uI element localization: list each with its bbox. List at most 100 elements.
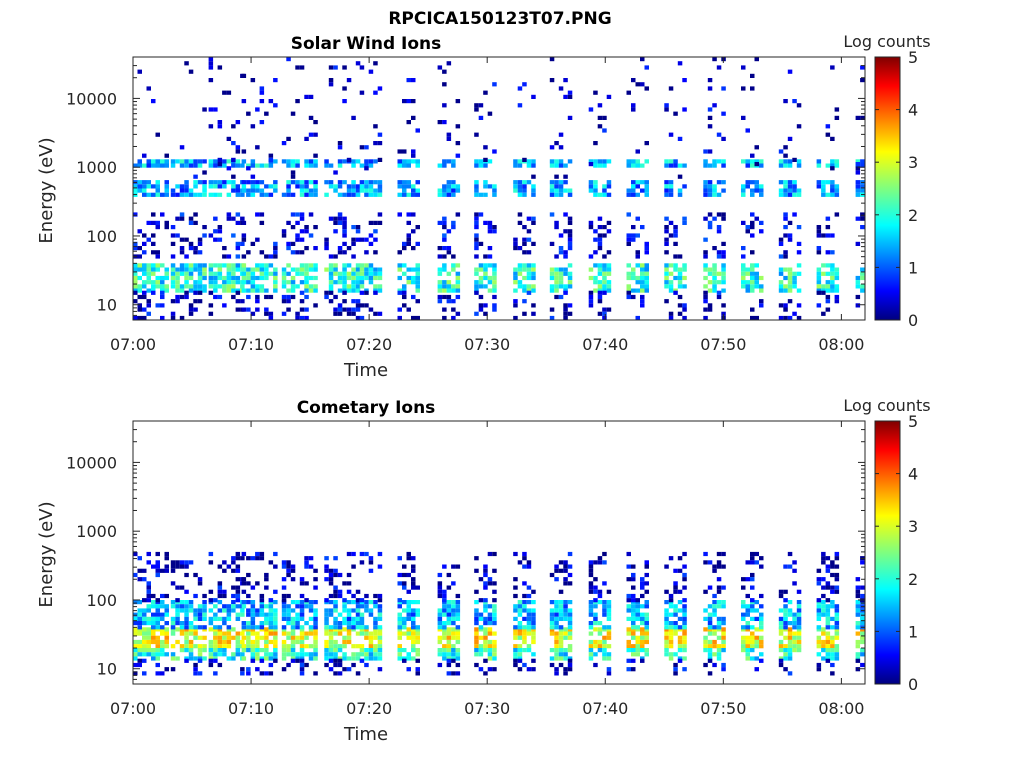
- spectrogram-cell: [364, 192, 369, 197]
- spectrogram-cell: [563, 163, 568, 168]
- spectrogram-cell: [673, 604, 678, 609]
- spectrogram-cell: [517, 263, 523, 268]
- spectrogram-cell: [213, 288, 218, 293]
- spectrogram-cell: [712, 662, 717, 668]
- spectrogram-cell: [290, 250, 296, 255]
- spectrogram-cell: [377, 635, 383, 640]
- spectrogram-cell: [825, 621, 831, 626]
- spectrogram-cell: [563, 656, 568, 661]
- spectrogram-cell: [483, 192, 488, 197]
- spectrogram-cell: [602, 311, 607, 316]
- spectrogram-cell: [549, 188, 555, 193]
- spectrogram-cell: [299, 662, 305, 668]
- spectrogram-cell: [526, 237, 532, 242]
- spectrogram-cell: [324, 577, 329, 582]
- spectrogram-cell: [313, 644, 318, 649]
- spectrogram-cell: [825, 598, 831, 603]
- spectrogram-cell: [337, 141, 343, 146]
- spectrogram-cell: [170, 560, 176, 565]
- spectrogram-cell: [474, 241, 479, 246]
- spectrogram-cell: [741, 65, 746, 70]
- spectrogram-cell: [151, 564, 156, 569]
- spectrogram-cell: [415, 188, 420, 193]
- spectrogram-cell: [346, 551, 352, 557]
- spectrogram-cell: [783, 564, 788, 569]
- spectrogram-cell: [155, 263, 160, 268]
- spectrogram-cell: [133, 639, 138, 645]
- spectrogram-cell: [778, 625, 784, 630]
- spectrogram-cell: [567, 229, 573, 234]
- spectrogram-cell: [635, 635, 640, 640]
- spectrogram-cell: [250, 612, 256, 617]
- spectrogram-cell: [402, 188, 407, 193]
- spectrogram-cell: [226, 625, 232, 630]
- spectrogram-cell: [364, 631, 369, 636]
- spectrogram-cell: [707, 115, 713, 120]
- spectrogram-cell: [682, 263, 687, 268]
- spectrogram-cell: [442, 604, 447, 609]
- spectrogram-cell: [631, 667, 636, 672]
- spectrogram-cell: [513, 658, 518, 663]
- spectrogram-cell: [268, 612, 274, 617]
- spectrogram-cell: [373, 604, 378, 609]
- spectrogram-cell: [631, 635, 636, 640]
- spectrogram-cell: [668, 311, 674, 316]
- spectrogram-cell: [222, 621, 227, 626]
- spectrogram-cell: [783, 163, 788, 168]
- spectrogram-cell: [179, 212, 185, 217]
- spectrogram-cell: [834, 551, 840, 557]
- spectrogram-cell: [703, 560, 708, 565]
- colorbar-tick-label: 0: [908, 311, 918, 330]
- spectrogram-cell: [213, 294, 218, 300]
- spectrogram-cell: [787, 635, 793, 640]
- spectrogram-cell: [825, 639, 831, 645]
- spectrogram-cell: [328, 254, 334, 259]
- spectrogram-cell: [554, 639, 559, 645]
- spectrogram-cell: [517, 648, 523, 653]
- spectrogram-cell: [273, 600, 278, 605]
- spectrogram-cell: [783, 616, 788, 621]
- spectrogram-cell: [368, 556, 374, 561]
- spectrogram-cell: [554, 568, 559, 573]
- spectrogram-cell: [825, 556, 831, 561]
- spectrogram-cell: [778, 254, 784, 259]
- spectrogram-cell: [328, 658, 334, 663]
- spectrogram-cell: [442, 254, 447, 259]
- spectrogram-cell: [834, 267, 840, 272]
- spectrogram-cell: [246, 593, 251, 599]
- spectrogram-cell: [703, 149, 708, 154]
- spectrogram-cell: [783, 233, 788, 238]
- spectrogram-cell: [250, 652, 256, 657]
- spectrogram-cell: [188, 241, 194, 246]
- spectrogram-cell: [483, 145, 488, 150]
- spectrogram-cell: [328, 290, 334, 295]
- spectrogram-cell: [213, 192, 218, 197]
- spectrogram-cell: [268, 604, 274, 609]
- spectrogram-cell: [526, 625, 532, 630]
- colorbar-tick-label: 2: [908, 570, 918, 589]
- spectrogram-cell: [188, 621, 194, 626]
- spectrogram-cell: [137, 267, 142, 272]
- spectrogram-cell: [446, 180, 452, 185]
- spectrogram-cell: [364, 288, 369, 293]
- spectrogram-cell: [346, 612, 352, 617]
- spectrogram-cell: [355, 263, 361, 268]
- spectrogram-cell: [446, 639, 452, 645]
- spectrogram-cell: [155, 568, 160, 573]
- spectrogram-cell: [368, 241, 374, 246]
- spectrogram-cell: [373, 159, 378, 164]
- spectrogram-cell: [175, 233, 180, 238]
- spectrogram-cell: [193, 307, 198, 312]
- spectrogram-cell: [151, 233, 156, 238]
- spectrogram-cell: [179, 263, 185, 268]
- spectrogram-cell: [235, 593, 241, 599]
- spectrogram-cell: [246, 631, 251, 636]
- spectrogram-cell: [268, 616, 274, 621]
- spectrogram-cell: [446, 658, 452, 663]
- spectrogram-cell: [259, 212, 265, 217]
- spectrogram-cell: [133, 662, 138, 668]
- spectrogram-cell: [640, 627, 645, 632]
- spectrogram-cell: [750, 577, 755, 582]
- spectrogram-cell: [759, 556, 764, 561]
- spectrogram-cell: [593, 280, 598, 285]
